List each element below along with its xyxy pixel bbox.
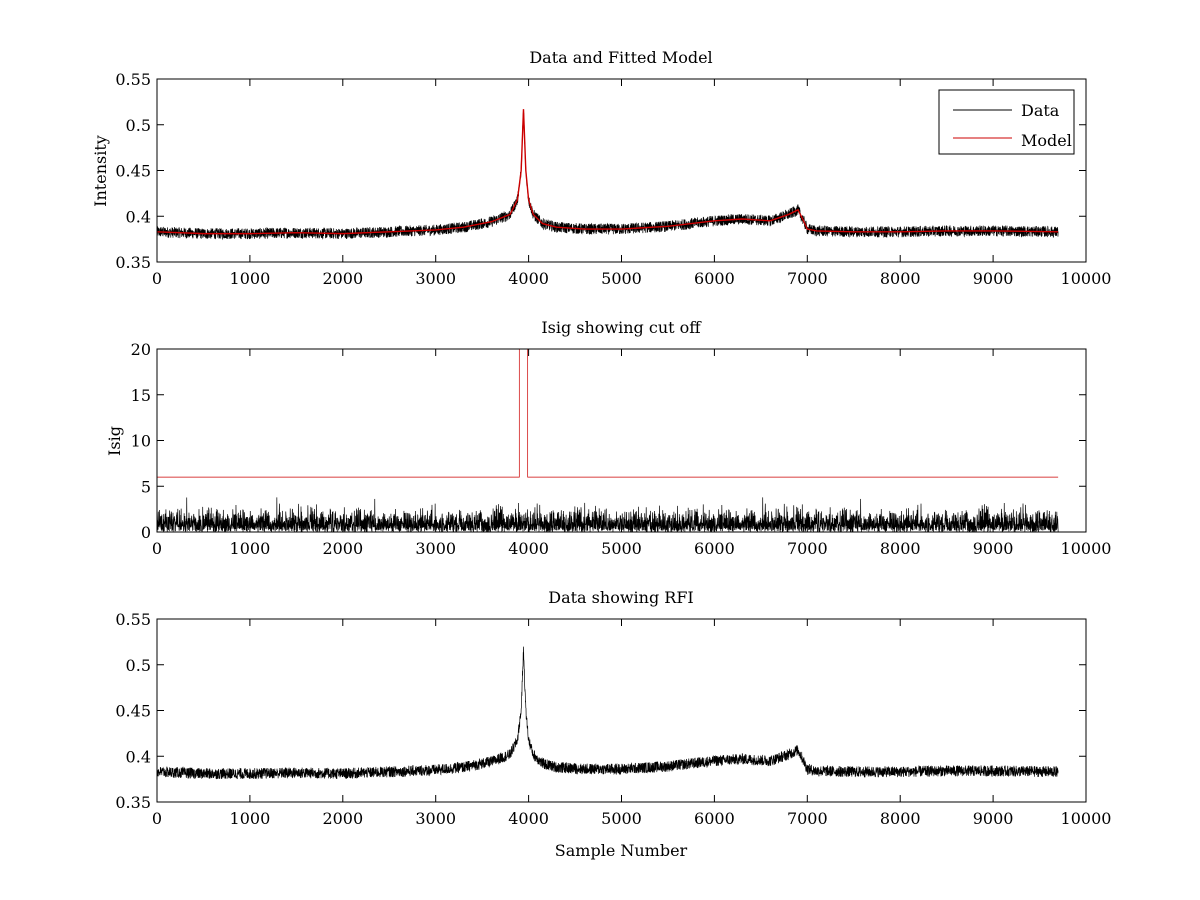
x-tick-label: 6000 [694, 269, 735, 288]
x-tick-label: 4000 [508, 539, 549, 558]
series-line-data [157, 646, 1059, 780]
x-axis-label: Sample Number [555, 841, 688, 860]
x-tick-label: 2000 [322, 269, 363, 288]
x-tick-label: 3000 [415, 539, 456, 558]
x-tick-label: 8000 [880, 809, 921, 828]
x-tick-label: 2000 [322, 809, 363, 828]
x-tick-label: 1000 [230, 809, 271, 828]
x-tick-label: 9000 [973, 269, 1014, 288]
y-tick-label: 5 [141, 477, 151, 496]
y-tick-label: 0.45 [115, 702, 151, 721]
y-axis-label: Isig [105, 426, 124, 456]
legend-label-data: Data [1021, 101, 1060, 120]
x-tick-label: 5000 [601, 809, 642, 828]
y-tick-label: 15 [131, 386, 151, 405]
panel-data-and-model: Data and Fitted Model Intensity 0 1000 200… [91, 48, 1111, 288]
series-line-isig [157, 497, 1059, 532]
x-tick-label: 5000 [601, 539, 642, 558]
x-tick-label: 7000 [787, 269, 828, 288]
x-tick-label: 9000 [973, 809, 1014, 828]
y-tick-label: 0.4 [126, 747, 151, 766]
x-tick-label: 10000 [1061, 269, 1112, 288]
x-tick-label: 7000 [787, 809, 828, 828]
x-tick-label: 0 [152, 809, 162, 828]
y-tick-label: 10 [131, 432, 151, 451]
y-tick-label: 0.35 [115, 253, 151, 272]
x-tick-label: 7000 [787, 539, 828, 558]
legend-label-model: Model [1021, 131, 1072, 150]
y-tick-label: 0.45 [115, 162, 151, 181]
y-tick-label: 0.55 [115, 70, 151, 89]
x-tick-label: 8000 [880, 539, 921, 558]
x-tick-label: 2000 [322, 539, 363, 558]
x-tick-label: 6000 [694, 539, 735, 558]
chart-title: Isig showing cut off [541, 318, 702, 337]
x-tick-label: 0 [152, 539, 162, 558]
x-tick-label: 9000 [973, 539, 1014, 558]
y-tick-label: 0.5 [126, 656, 151, 675]
x-tick-label: 3000 [415, 809, 456, 828]
x-tick-label: 4000 [508, 809, 549, 828]
y-tick-label: 0.55 [115, 610, 151, 629]
y-tick-label: 20 [131, 340, 151, 359]
y-tick-label: 0.4 [126, 207, 151, 226]
x-tick-label: 3000 [415, 269, 456, 288]
x-tick-label: 1000 [230, 269, 271, 288]
chart-title: Data showing RFI [548, 588, 693, 607]
x-tick-label: 4000 [508, 269, 549, 288]
x-tick-label: 0 [152, 269, 162, 288]
x-tick-label: 10000 [1061, 809, 1112, 828]
x-tick-label: 10000 [1061, 539, 1112, 558]
chart-title: Data and Fitted Model [529, 48, 712, 67]
y-tick-label: 0 [141, 523, 151, 542]
x-tick-label: 5000 [601, 269, 642, 288]
panel-data-rfi: Data showing RFI Sample Number 0 1000 2000… [115, 588, 1111, 860]
x-tick-label: 1000 [230, 539, 271, 558]
legend-box [938, 89, 1075, 155]
x-tick-label: 6000 [694, 809, 735, 828]
panel-isig: Isig showing cut off Isig 0 1000 2000 3000 4… [105, 318, 1111, 558]
y-tick-label: 0.5 [126, 116, 151, 135]
y-axis-label: Intensity [91, 135, 110, 207]
x-tick-label: 8000 [880, 269, 921, 288]
series-line-cut-off [157, 349, 1059, 478]
y-tick-label: 0.35 [115, 793, 151, 812]
series-line-model [157, 109, 1059, 235]
legend: Data Model [938, 89, 1075, 155]
